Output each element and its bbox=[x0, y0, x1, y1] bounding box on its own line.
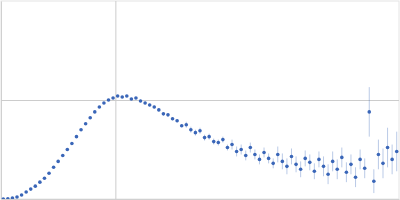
data-point bbox=[303, 157, 307, 161]
data-point bbox=[244, 154, 248, 158]
data-point bbox=[386, 146, 390, 150]
data-point bbox=[221, 138, 225, 142]
data-point bbox=[313, 169, 317, 173]
data-point bbox=[258, 158, 262, 162]
data-point bbox=[107, 98, 111, 102]
data-point bbox=[6, 197, 10, 199]
data-point bbox=[43, 176, 47, 180]
data-point bbox=[299, 168, 303, 172]
data-point bbox=[198, 129, 202, 133]
data-point bbox=[116, 94, 120, 98]
data-point bbox=[180, 124, 184, 128]
data-point bbox=[38, 180, 42, 184]
data-layer bbox=[1, 87, 398, 199]
data-point bbox=[226, 146, 230, 150]
data-point bbox=[29, 187, 33, 191]
data-point bbox=[326, 172, 330, 176]
data-point bbox=[111, 96, 115, 100]
data-point bbox=[93, 110, 97, 114]
data-point bbox=[139, 99, 143, 103]
x-axis-line bbox=[2, 199, 400, 200]
data-point bbox=[143, 101, 147, 105]
data-point bbox=[166, 113, 170, 117]
data-point bbox=[372, 179, 376, 183]
data-point bbox=[56, 160, 60, 164]
data-point bbox=[134, 96, 138, 100]
y-grid-line bbox=[1, 100, 399, 101]
data-point bbox=[15, 195, 19, 199]
data-point bbox=[354, 175, 358, 179]
plot bbox=[1, 1, 400, 200]
data-point bbox=[61, 154, 65, 158]
data-point bbox=[271, 162, 275, 166]
data-point bbox=[335, 168, 339, 172]
data-point bbox=[70, 142, 74, 146]
data-point bbox=[262, 151, 266, 155]
data-point bbox=[249, 146, 253, 150]
data-point bbox=[253, 153, 257, 157]
data-point bbox=[189, 128, 193, 132]
x-axis bbox=[2, 1, 400, 200]
data-point bbox=[34, 184, 38, 188]
data-point bbox=[294, 163, 298, 167]
data-point bbox=[24, 190, 28, 194]
data-point bbox=[84, 122, 88, 126]
data-point bbox=[11, 196, 15, 199]
data-point bbox=[276, 153, 280, 157]
data-point bbox=[216, 141, 220, 145]
data-point bbox=[308, 161, 312, 165]
data-point bbox=[52, 166, 56, 170]
data-point bbox=[125, 94, 129, 98]
data-point bbox=[162, 112, 166, 116]
data-point bbox=[285, 165, 289, 169]
data-point bbox=[171, 117, 175, 121]
chart bbox=[0, 0, 400, 200]
data-point bbox=[184, 123, 188, 127]
data-point bbox=[102, 101, 106, 105]
data-point bbox=[381, 162, 385, 166]
data-point bbox=[331, 160, 335, 164]
data-point bbox=[120, 95, 124, 99]
data-point bbox=[175, 119, 179, 123]
data-point bbox=[79, 128, 83, 132]
data-point bbox=[207, 135, 211, 139]
data-point bbox=[290, 155, 294, 159]
data-point bbox=[1, 197, 5, 199]
data-point bbox=[363, 167, 367, 171]
data-point bbox=[157, 108, 161, 112]
data-point bbox=[20, 193, 24, 197]
plot-frame bbox=[1, 1, 399, 199]
data-point bbox=[194, 131, 198, 135]
data-point bbox=[317, 158, 321, 162]
data-point bbox=[340, 156, 344, 160]
data-point bbox=[322, 165, 326, 169]
data-point bbox=[367, 110, 371, 114]
data-point bbox=[281, 160, 285, 164]
y-tick bbox=[1, 100, 399, 101]
data-point bbox=[267, 157, 271, 161]
data-point bbox=[47, 171, 51, 175]
data-point bbox=[377, 153, 381, 157]
data-point bbox=[212, 140, 216, 144]
data-point bbox=[395, 150, 399, 154]
y-axis bbox=[1, 2, 399, 200]
data-point bbox=[203, 136, 207, 140]
data-point bbox=[235, 150, 239, 154]
data-point bbox=[148, 103, 152, 107]
data-point bbox=[230, 143, 234, 147]
data-point bbox=[152, 105, 156, 109]
data-point bbox=[75, 135, 79, 139]
data-point bbox=[130, 97, 134, 101]
data-point bbox=[66, 148, 70, 152]
data-point bbox=[88, 116, 92, 120]
data-point bbox=[390, 158, 394, 162]
data-point bbox=[239, 148, 243, 152]
data-point bbox=[358, 158, 362, 162]
data-point bbox=[98, 105, 102, 109]
data-point bbox=[345, 170, 349, 174]
data-point bbox=[349, 163, 353, 167]
